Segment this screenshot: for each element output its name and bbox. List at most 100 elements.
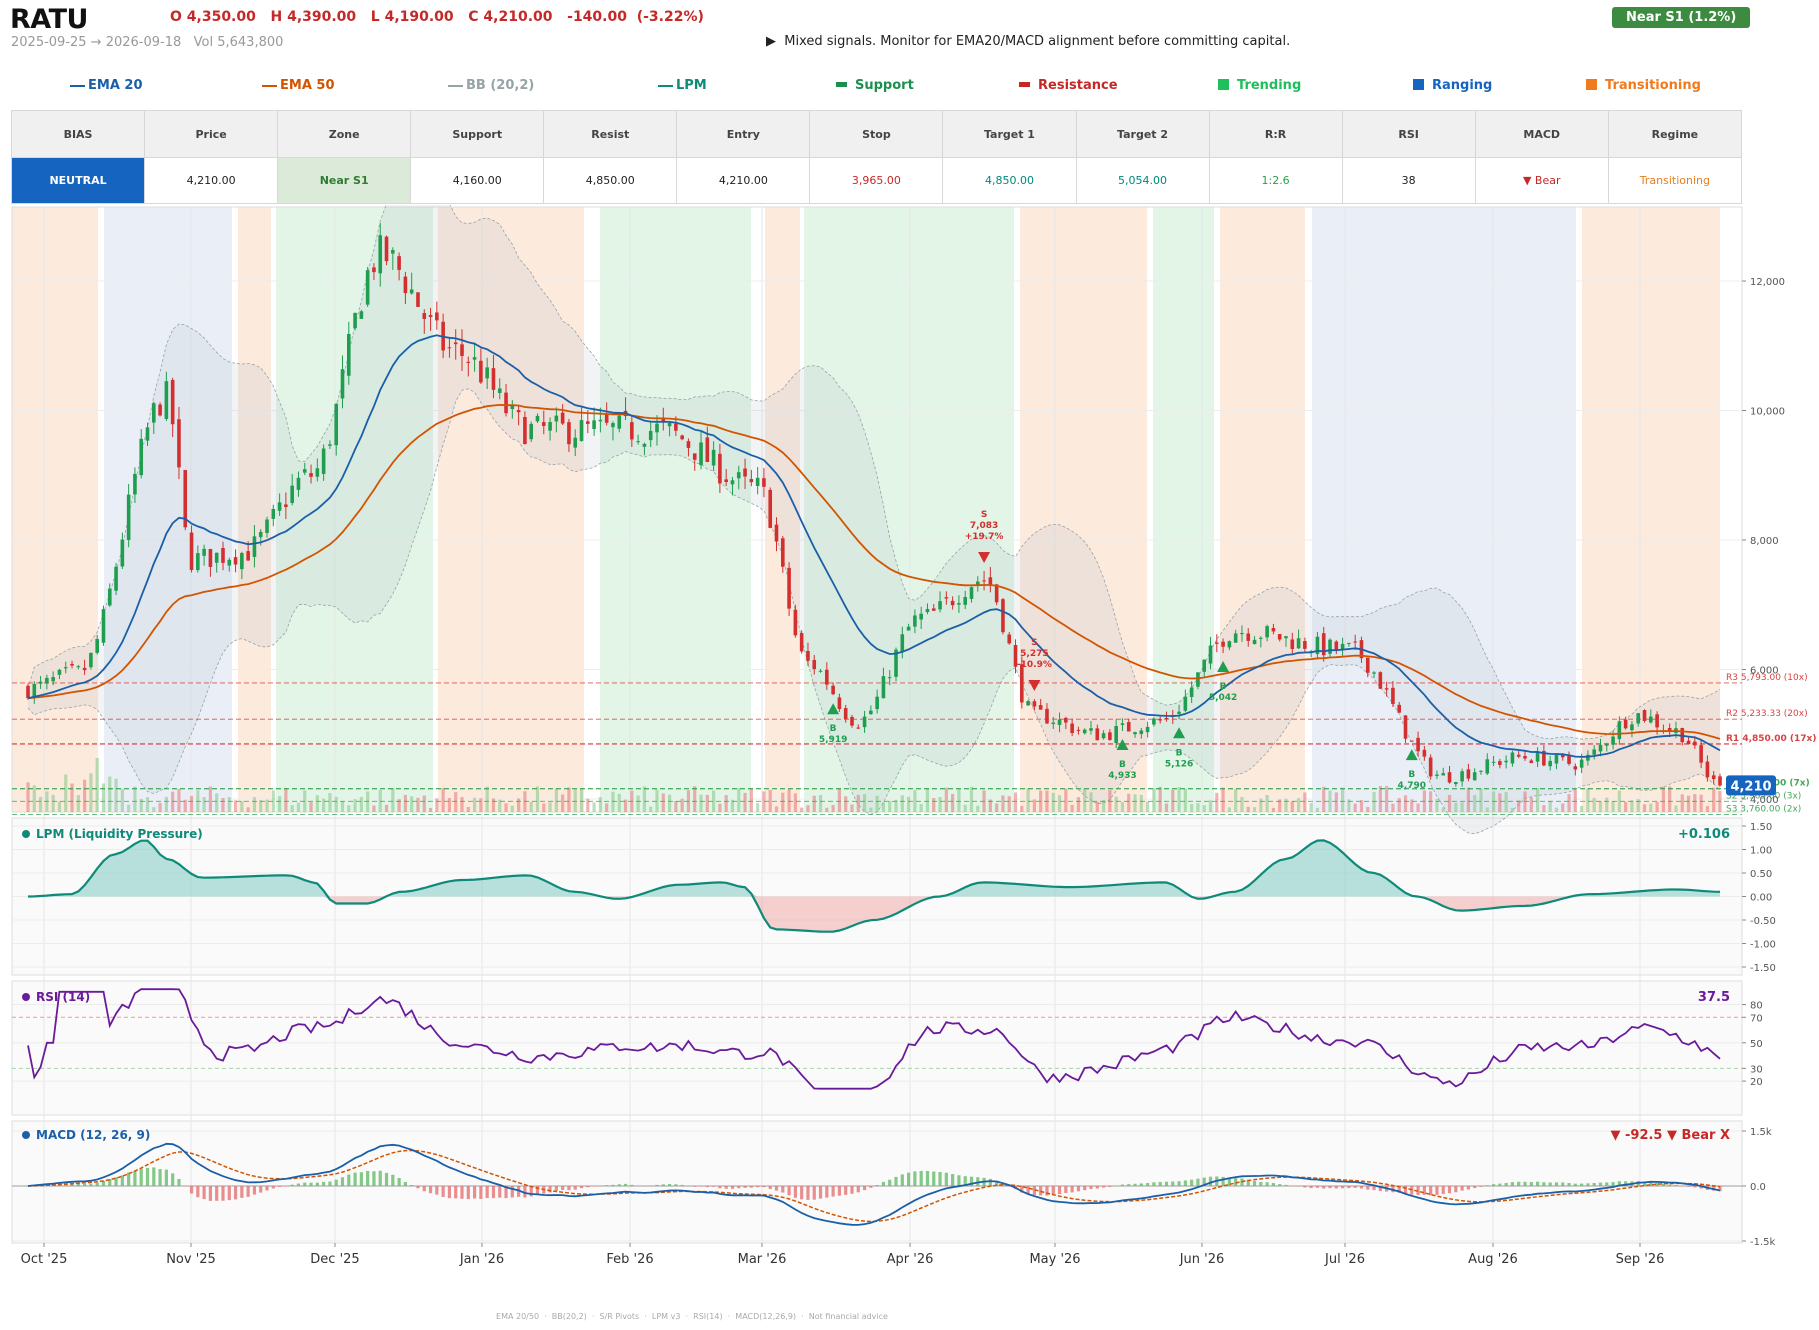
macd-hist-bar	[1183, 1180, 1187, 1186]
candle-body	[1642, 710, 1647, 721]
volume-bar	[189, 795, 194, 812]
volume-bar	[862, 794, 867, 812]
candle-body	[1435, 774, 1439, 776]
macd-hist-bar	[800, 1186, 804, 1200]
bollinger-upper	[27, 205, 1721, 740]
macd-hist-bar	[1290, 1186, 1294, 1187]
macd-hist-bar	[1686, 1186, 1691, 1187]
volume-bar	[1460, 802, 1464, 812]
volume-bar	[108, 776, 112, 812]
candle-body	[183, 469, 188, 528]
volume-bar	[869, 807, 873, 812]
volume-bar	[183, 799, 187, 812]
candle-body	[1334, 641, 1339, 651]
buy-signal-marker	[1116, 739, 1129, 751]
sr-level-label: S3 3,760.00 (2x)	[1726, 805, 1801, 815]
macd-hist-bar	[1693, 1186, 1697, 1188]
stop-value: 3,965.00	[809, 157, 944, 204]
volume-bar	[1378, 786, 1382, 812]
x-axis-label: May '26	[1029, 1252, 1080, 1267]
volume-bar	[51, 794, 55, 812]
volume-bar	[988, 799, 992, 812]
price-y-tick: 6,000	[1750, 666, 1779, 677]
candle-body	[1491, 761, 1496, 763]
candle-body	[485, 367, 489, 379]
macd-hist-bar	[1680, 1186, 1684, 1187]
candle-body	[428, 315, 433, 317]
macd-hist-bar	[1573, 1183, 1577, 1186]
candle-body	[246, 551, 250, 561]
macd-hist-bar	[1447, 1186, 1452, 1194]
candle-body	[1586, 754, 1590, 761]
candle-body	[1139, 730, 1144, 734]
candle-body	[1120, 723, 1125, 725]
macd-hist-bar	[322, 1181, 326, 1186]
candle-body	[1265, 626, 1269, 638]
volume-bar	[579, 788, 584, 812]
volume-bar	[403, 794, 407, 812]
candle-body	[435, 312, 439, 321]
price-y-tick: 10,000	[1750, 407, 1785, 418]
volume-bar	[1372, 791, 1376, 812]
volume-bar	[233, 800, 238, 812]
macd-hist-bar	[1624, 1181, 1628, 1186]
volume-bar	[737, 788, 741, 812]
candle-body	[340, 369, 345, 399]
candle-body	[1303, 641, 1307, 649]
macd-hist-bar	[1416, 1186, 1420, 1195]
macd-hist-bar	[579, 1186, 584, 1189]
candle-body	[252, 536, 257, 557]
candle-body	[1108, 732, 1112, 740]
candle-body	[988, 577, 993, 586]
buy-signal-marker	[1405, 749, 1418, 761]
macd-hist-bar	[548, 1186, 552, 1193]
candle-body	[271, 508, 276, 519]
candle-body	[1529, 760, 1534, 763]
rsi-value: 37.5	[1698, 990, 1730, 1005]
volume-bar	[1227, 807, 1231, 812]
candle-body	[240, 552, 244, 570]
macd-hist-bar	[252, 1186, 257, 1195]
regime-band	[438, 207, 584, 812]
legend-swatch	[1586, 79, 1597, 90]
candle-body	[397, 256, 401, 270]
candle-body	[126, 494, 131, 540]
signal-pct-label: +19.7%	[965, 532, 1004, 542]
lpm-y-tick: -1.50	[1750, 963, 1776, 974]
candle-body	[170, 379, 175, 425]
candle-body	[1321, 633, 1326, 656]
volume-bar	[875, 795, 879, 812]
candle-body	[460, 344, 464, 356]
macd-hist-bar	[296, 1183, 301, 1186]
rsi-y-tick: 70	[1750, 1013, 1763, 1024]
ticker-symbol: RATU	[10, 4, 88, 35]
macd-hist-bar	[1460, 1186, 1464, 1191]
volume-bar	[1592, 797, 1596, 812]
macd-hist-bar	[963, 1176, 967, 1186]
candle-body	[1409, 740, 1414, 742]
macd-hist-bar	[655, 1184, 659, 1186]
volume-bar	[1120, 802, 1125, 812]
last-price-tag	[1726, 775, 1776, 796]
volume-bar	[1271, 807, 1276, 812]
volume-bar	[1636, 799, 1640, 812]
macd-hist-bar	[208, 1186, 213, 1201]
macd-hist-bar	[1334, 1186, 1338, 1189]
volume-bar	[623, 799, 628, 812]
macd-y-tick: -1.5k	[1750, 1237, 1776, 1248]
macd-hist-bar	[724, 1186, 728, 1189]
candle-body	[617, 415, 622, 429]
volume-bar	[844, 796, 848, 812]
macd-hist-bar	[1177, 1181, 1181, 1186]
volume-bar	[252, 797, 257, 812]
candle-body	[799, 633, 804, 652]
candle-body	[1630, 724, 1634, 731]
macd-hist-bar	[850, 1186, 854, 1194]
candle-body	[957, 603, 961, 605]
volume-bar	[617, 793, 621, 812]
candle-body	[1441, 773, 1446, 776]
volume-bar	[158, 802, 162, 812]
macd-hist-bar	[976, 1177, 980, 1186]
candle-body	[328, 444, 332, 446]
volume-bar	[447, 798, 452, 812]
